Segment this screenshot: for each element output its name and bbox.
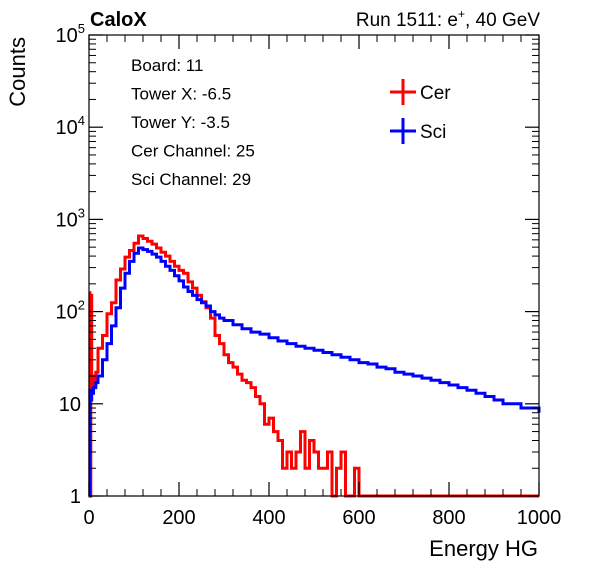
header-right-title-post: , 40 GeV <box>465 10 540 31</box>
header-left-title: CaloX <box>90 9 147 31</box>
y-tick-label: 10 <box>59 394 81 416</box>
x-tick-label: 1000 <box>517 507 562 529</box>
info-line: Cer Channel: 25 <box>131 142 255 161</box>
info-line: Sci Channel: 29 <box>131 170 251 189</box>
x-axis-label: Energy HG <box>429 536 538 561</box>
x-tick-label: 0 <box>83 507 94 529</box>
y-tick-label: 104 <box>56 113 85 139</box>
x-tick-label: 600 <box>342 507 375 529</box>
series-line-cer <box>88 234 539 498</box>
legend-label-cer: Cer <box>420 83 451 104</box>
legend-label-sci: Sci <box>420 122 446 143</box>
x-tick-label: 800 <box>432 507 465 529</box>
info-line: Tower X: -6.5 <box>131 85 231 104</box>
header-right-title: Run 1511: e+, 40 GeV <box>356 7 540 31</box>
legend: Cer Sci <box>390 79 451 144</box>
x-tick-label: 400 <box>252 507 285 529</box>
header-right-title-pre: Run 1511: e <box>356 10 458 31</box>
header-right-title-sup: + <box>458 7 465 21</box>
series-line-sci <box>88 246 541 498</box>
y-axis-label: Counts <box>5 37 30 107</box>
x-tick-label: 200 <box>162 507 195 529</box>
plot-frame <box>88 34 540 497</box>
info-line: Board: 11 <box>131 56 203 75</box>
y-tick-label: 103 <box>56 205 85 231</box>
info-line: Tower Y: -3.5 <box>131 113 230 132</box>
ticks-layer: 0 200 400 600 800 1000 1 10 102 103 104 105 <box>56 21 562 529</box>
y-tick-label: 102 <box>56 298 85 324</box>
info-box: Board: 11 Tower X: -6.5 Tower Y: -3.5 Cer C… <box>131 56 255 189</box>
series-layer <box>88 234 541 498</box>
y-tick-label: 1 <box>70 486 81 508</box>
y-tick-label: 105 <box>56 21 85 47</box>
